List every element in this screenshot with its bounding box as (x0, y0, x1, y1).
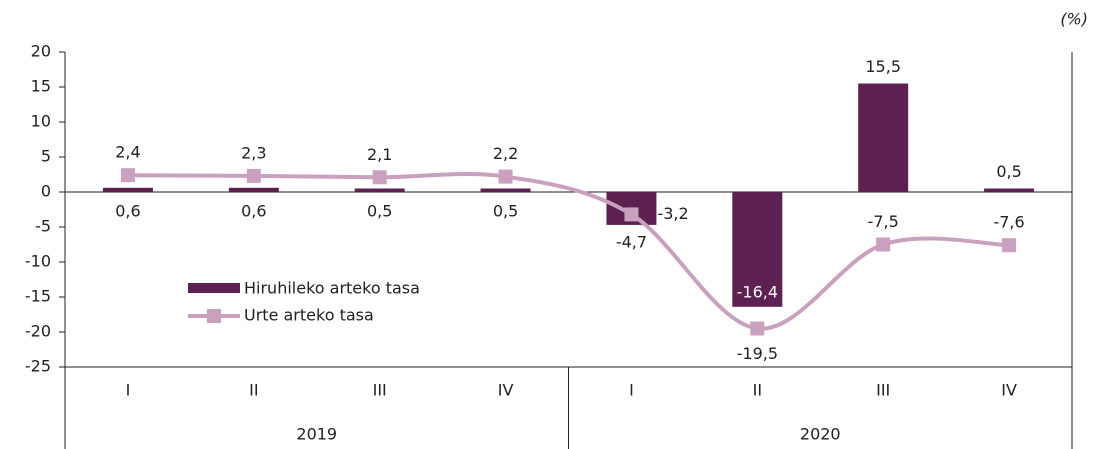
bar (354, 188, 405, 192)
bar-value-label: 0,6 (241, 202, 266, 221)
legend-label: Urte arteko tasa (244, 306, 374, 325)
bar (102, 187, 153, 192)
x-tick-label: IV (1001, 381, 1017, 400)
line-marker (1002, 238, 1017, 253)
bar-value-label: 0,5 (996, 162, 1021, 181)
bar-value-label: 0,5 (367, 202, 392, 221)
y-tick-label: -20 (25, 322, 51, 341)
line-marker (876, 237, 891, 252)
group-label: 2019 (296, 425, 337, 444)
unit-annotation: (%) (1060, 10, 1088, 29)
x-tick-label: I (126, 381, 131, 400)
legend-swatch (188, 283, 240, 293)
line-marker (750, 321, 765, 336)
line-marker (372, 170, 387, 185)
y-tick-label: -10 (25, 252, 51, 271)
line-marker (498, 169, 513, 184)
bar-value-label: -4,7 (616, 232, 647, 251)
y-tick-label: 0 (41, 182, 51, 201)
x-tick-label: I (629, 381, 634, 400)
bar-value-label: 0,5 (493, 202, 518, 221)
x-tick-label: II (753, 381, 762, 400)
y-tick-label: 10 (31, 112, 51, 131)
bar (228, 187, 279, 192)
group-label: 2020 (800, 425, 841, 444)
bar (984, 188, 1035, 192)
line-value-label: -7,6 (993, 213, 1024, 232)
line-marker (120, 168, 135, 183)
y-tick-label: -25 (25, 357, 51, 376)
x-tick-label: III (876, 381, 890, 400)
line-marker (624, 207, 639, 222)
x-tick-label: II (249, 381, 258, 400)
line-value-label: -3,2 (657, 204, 688, 223)
legend-label: Hiruhileko arteko tasa (244, 279, 420, 298)
line-value-label: 2,4 (115, 143, 140, 162)
y-tick-label: 20 (31, 42, 51, 61)
line (127, 172, 1010, 331)
bar-value-label: 15,5 (865, 57, 901, 76)
y-tick-label: 15 (31, 77, 51, 96)
line-marker (246, 168, 261, 183)
line-value-label: 2,3 (241, 143, 266, 162)
legend-marker (207, 309, 221, 323)
line-value-label: 2,2 (493, 144, 518, 163)
y-tick-label: -5 (35, 217, 51, 236)
x-tick-label: III (373, 381, 387, 400)
line-value-label: -19,5 (737, 344, 778, 363)
bar (732, 192, 783, 307)
bar-value-label: -16,4 (737, 282, 778, 301)
line-value-label: 2,1 (367, 145, 392, 164)
line-value-label: -7,5 (868, 212, 899, 231)
bar (480, 188, 531, 192)
bar-value-label: 0,6 (115, 202, 140, 221)
y-tick-label: -15 (25, 287, 51, 306)
bar (858, 83, 909, 192)
x-tick-label: IV (498, 381, 514, 400)
y-tick-label: 5 (41, 147, 51, 166)
